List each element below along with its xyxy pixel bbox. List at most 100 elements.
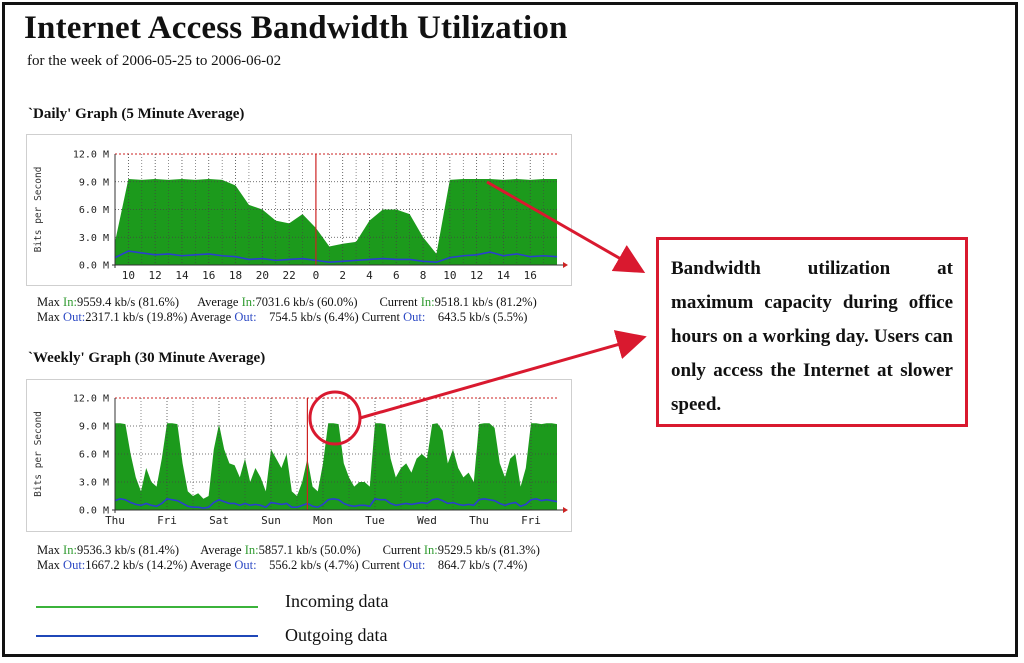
weekly-x-axis-arrow [563,507,568,513]
daily-avg-label: Average [197,295,239,309]
weekly-xtick-label: Tue [365,514,385,527]
legend-outgoing-swatch [36,635,258,637]
daily-incoming-area [115,178,557,265]
weekly-xtick-label: Sun [261,514,281,527]
weekly-ytick-label: 12.0 M [73,394,109,405]
callout-arrow-daily [486,180,646,273]
weekly-xtick-label: Thu [469,514,489,527]
weekly-avg-out-label-prefix: Average [189,558,232,572]
legend-outgoing-label: Outgoing data [285,625,388,645]
weekly-max-in-label: In: [63,543,77,557]
weekly-xtick-label: Wed [417,514,437,527]
daily-xtick-label: 6 [393,269,400,282]
weekly-incoming-area [115,423,557,510]
daily-max-in-value: 9559.4 kb/s (81.6%) [76,295,180,309]
daily-avg-out-label: Out: [234,310,257,324]
daily-ytick-label: 3.0 M [79,233,109,244]
weekly-cur-in-value: 9529.5 kb/s (81.3%) [437,543,540,557]
daily-cur-in-label: In: [420,295,435,309]
weekly-ytick-label: 6.0 M [79,450,109,461]
weekly-cur-out-label-prefix: Current [361,558,400,572]
daily-max-label: Max [37,295,60,309]
daily-stats: Max In:9559.4 kb/s (81.6%) Average In:70… [37,295,537,325]
daily-xtick-label: 10 [122,269,135,282]
weekly-avg-in-label: In: [244,543,259,557]
daily-max-out-label-prefix: Max [37,310,60,324]
daily-ytick-label: 0.0 M [79,261,109,272]
daily-chart: Bits per Second 0.0 M 3.0 M 6.0 M 9.0 M 12.0 … [33,150,568,282]
daily-graph-panel: Bits per Second 0.0 M 3.0 M 6.0 M 9.0 M 12.0 … [26,134,572,286]
daily-ylabel: Bits per Second [33,167,44,253]
daily-x-axis-arrow [563,262,568,268]
weekly-stats: Max In:9536.3 kb/s (81.4%) Average In:58… [37,543,540,573]
daily-xtick-label: 16 [524,269,537,282]
weekly-stats-in-row: Max In:9536.3 kb/s (81.4%) Average In:58… [37,543,540,558]
weekly-ytick-label: 9.0 M [79,422,109,433]
weekly-stats-out-row: Max Out:1667.2 kb/s (14.2%) Average Out:… [37,558,540,573]
weekly-outgoing-line [114,497,558,509]
daily-xtick-label: 14 [175,269,189,282]
weekly-xtick-label: Fri [157,514,177,527]
callout-box: Bandwidth utilization at maximum capacit… [656,237,968,427]
daily-cur-out-value: 643.5 kb/s (5.5%) [437,310,528,324]
daily-cur-out-label-prefix: Current [361,310,400,324]
daily-xtick-label: 18 [229,269,242,282]
weekly-cur-out-value: 864.7 kb/s (7.4%) [437,558,528,572]
weekly-max-label: Max [37,543,60,557]
daily-stats-out-row: Max Out:2317.1 kb/s (19.8%) Average Out:… [37,310,537,325]
weekly-ylabel: Bits per Second [33,411,44,497]
daily-avg-out-value: 754.5 kb/s (6.4%) [269,310,359,324]
daily-xtick-label: 10 [443,269,456,282]
daily-xtick-label: 14 [497,269,511,282]
weekly-avg-out-label: Out: [234,558,257,572]
legend-incoming-label: Incoming data [285,591,389,611]
daily-xtick-label: 2 [339,269,346,282]
daily-stats-in-row: Max In:9559.4 kb/s (81.6%) Average In:70… [37,295,537,310]
daily-ytick-label: 9.0 M [79,177,109,188]
daily-outgoing-line [114,250,558,264]
legend-incoming-swatch [36,606,258,608]
daily-xtick-label: 20 [256,269,269,282]
daily-avg-in-value: 7031.6 kb/s (60.0%) [255,295,358,309]
daily-xtick-label: 0 [313,269,320,282]
daily-xtick-label: 16 [202,269,215,282]
page-subtitle: for the week of 2006-05-25 to 2006-06-02 [27,53,282,69]
weekly-xtick-label: Mon [313,514,333,527]
daily-max-out-label: Out: [63,310,86,324]
weekly-cur-out-label: Out: [403,558,426,572]
daily-max-out-value: 2317.1 kb/s (19.8%) [85,310,188,324]
daily-xtick-label: 8 [420,269,427,282]
daily-graph-title: `Daily' Graph (5 Minute Average) [28,106,245,122]
weekly-max-out-value: 1667.2 kb/s (14.2%) [85,558,188,572]
weekly-max-out-label: Out: [63,558,86,572]
weekly-max-out-label-prefix: Max [37,558,60,572]
daily-cur-out-label: Out: [403,310,426,324]
weekly-xtick-label: Sat [209,514,229,527]
weekly-cur-in-label: In: [423,543,438,557]
daily-ytick-label: 12.0 M [73,150,109,161]
weekly-graph-panel: Bits per Second 0.0 M 3.0 M 6.0 M 9.0 M 12.0 … [26,379,572,532]
daily-avg-out-label-prefix: Average [189,310,232,324]
daily-avg-in-label: In: [241,295,256,309]
weekly-chart: Bits per Second 0.0 M 3.0 M 6.0 M 9.0 M 12.0 … [33,394,568,527]
weekly-ytick-label: 0.0 M [79,506,109,517]
callout-arrow-weekly [359,330,647,420]
weekly-avg-label: Average [200,543,242,557]
weekly-xtick-label: Thu [105,514,125,527]
weekly-avg-in-value: 5857.1 kb/s (50.0%) [258,543,361,557]
daily-max-in-label: In: [63,295,77,309]
daily-ytick-label: 6.0 M [79,205,109,216]
page-title: Internet Access Bandwidth Utilization [24,10,568,46]
weekly-ytick-label: 3.0 M [79,478,109,489]
daily-cur-label: Current [379,295,418,309]
daily-xtick-label: 12 [470,269,483,282]
daily-xtick-label: 12 [149,269,162,282]
highlight-circle [308,390,362,446]
weekly-max-in-value: 9536.3 kb/s (81.4%) [76,543,180,557]
daily-xtick-label: 22 [282,269,295,282]
weekly-cur-label: Current [382,543,421,557]
daily-xtick-label: 4 [366,269,373,282]
daily-cur-in-value: 9518.1 kb/s (81.2%) [434,295,537,309]
